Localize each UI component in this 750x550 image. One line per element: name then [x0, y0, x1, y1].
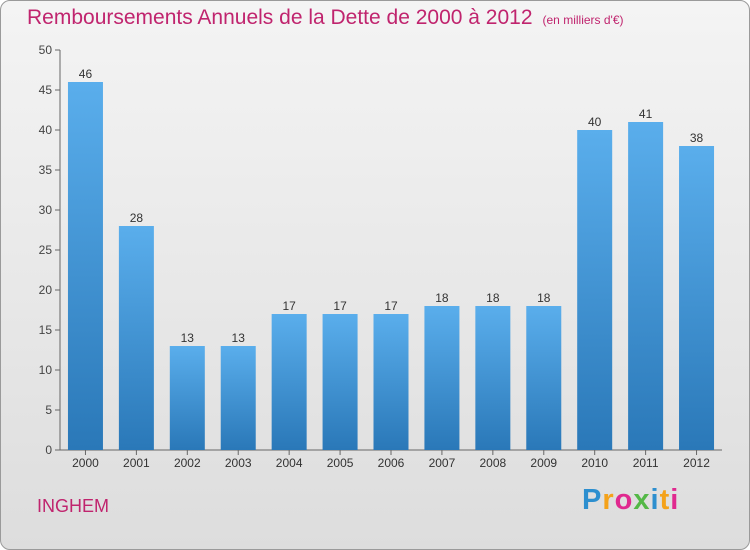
bar-value-label: 18 [486, 291, 500, 305]
bar-value-label: 17 [333, 299, 347, 313]
bar-value-label: 17 [282, 299, 296, 313]
y-tick-label: 0 [45, 443, 52, 457]
chart-title-text: Remboursements Annuels de la Dette de 20… [27, 6, 533, 29]
x-tick-label: 2008 [479, 456, 506, 470]
bar [322, 314, 358, 450]
bar-value-label: 38 [690, 131, 704, 145]
chart-title: Remboursements Annuels de la Dette de 20… [27, 6, 624, 30]
y-tick-label: 40 [39, 123, 53, 137]
y-tick-label: 25 [39, 243, 53, 257]
bar-value-label: 18 [537, 291, 551, 305]
bar [118, 226, 154, 450]
x-tick-label: 2010 [581, 456, 608, 470]
y-tick-label: 10 [39, 363, 53, 377]
bar-value-label: 46 [79, 67, 93, 81]
chart-unit: (en milliers d'€) [542, 13, 624, 27]
y-tick-label: 45 [39, 83, 53, 97]
city-name: INGHEM [37, 496, 109, 516]
bar [271, 314, 307, 450]
y-tick-label: 15 [39, 323, 53, 337]
x-tick-label: 2000 [72, 456, 99, 470]
bar [424, 306, 460, 450]
bar [475, 306, 511, 450]
x-tick-label: 2011 [633, 456, 659, 470]
proxiti-logo: Proxiti [582, 484, 680, 516]
y-tick-label: 30 [39, 203, 53, 217]
y-tick-label: 20 [39, 283, 53, 297]
x-tick-label: 2009 [530, 456, 557, 470]
bar-value-label: 40 [588, 115, 602, 129]
bar [373, 314, 409, 450]
bar-value-label: 17 [384, 299, 398, 313]
bar [526, 306, 562, 450]
x-tick-label: 2007 [429, 456, 456, 470]
bar [577, 130, 613, 450]
bar [220, 346, 256, 450]
bar-value-label: 41 [639, 107, 653, 121]
bar [679, 146, 715, 450]
y-tick-label: 35 [39, 163, 53, 177]
bar [628, 122, 664, 450]
bar [169, 346, 205, 450]
bar-value-label: 18 [435, 291, 449, 305]
x-tick-label: 2001 [123, 456, 150, 470]
x-tick-label: 2003 [225, 456, 252, 470]
x-tick-label: 2002 [174, 456, 201, 470]
bar-value-label: 13 [232, 331, 246, 345]
x-tick-label: 2006 [378, 456, 405, 470]
y-tick-label: 5 [45, 403, 52, 417]
x-tick-label: 2004 [276, 456, 303, 470]
x-tick-label: 2012 [683, 456, 710, 470]
y-tick-label: 50 [39, 43, 53, 57]
bar-value-label: 13 [181, 331, 195, 345]
bar-value-label: 28 [130, 211, 144, 225]
bar [67, 82, 103, 450]
x-tick-label: 2005 [327, 456, 354, 470]
